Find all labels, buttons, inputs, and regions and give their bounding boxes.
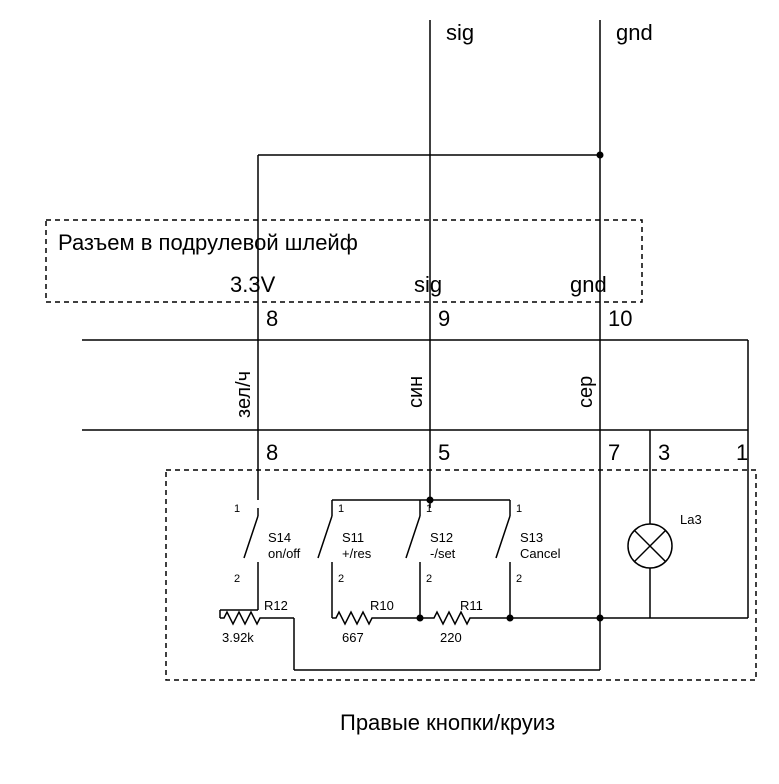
schematic-diagram: sig gnd Разъем в подрулевой шлейф 3.3V s… [10,10,779,774]
s11-t2: 2 [338,573,344,585]
s11-label: +/res [342,546,372,561]
s11-t1: 1 [338,503,344,515]
s13-t1: 1 [516,503,522,515]
resistor-r12: R12 3.92k [220,598,294,670]
switch-s11: 1 2 S11 +/res [318,503,372,585]
switch-s12: 1 2 S12 -/set [406,503,456,585]
label-33v: 3.3V [230,272,276,297]
pin-8-top: 8 [266,306,278,331]
wirecolor-1: зел/ч [233,371,255,418]
botpin-1: 1 [736,440,748,465]
s12-t1: 1 [426,503,432,515]
lamp-la3: La3 [628,510,702,618]
s14-t2: 2 [234,573,240,585]
wirecolor-3: сер [575,376,597,408]
r11-ref: R11 [460,598,483,613]
s14-label: on/off [268,546,301,561]
connector-title: Разъем в подрулевой шлейф [58,230,358,255]
botpin-3: 3 [658,440,670,465]
r10-val: 667 [342,630,364,645]
s11-ref: S11 [342,530,364,545]
r10-ref: R10 [370,598,394,613]
switch-s14: 1 2 S14 on/off [234,503,301,585]
button-box [166,470,756,680]
resistor-r11: R11 220 [420,598,514,645]
pin-9: 9 [438,306,450,331]
label-sig-mid: sig [414,272,442,297]
bottom-title: Правые кнопки/круиз [340,710,555,735]
pin-10: 10 [608,306,632,331]
s12-label: -/set [430,546,456,561]
s13-t2: 2 [516,573,522,585]
r11-val: 220 [440,630,462,645]
botpin-8: 8 [266,440,278,465]
resistor-r10: R10 667 [332,598,424,645]
la3-ref: La3 [680,512,702,527]
botpin-7: 7 [608,440,620,465]
r12-ref: R12 [264,598,288,613]
label-sig-top: sig [446,20,474,45]
wirecolor-2: син [405,376,427,408]
label-gnd-top: gnd [616,20,653,45]
junction-gnd-top [597,152,604,159]
s13-label: Cancel [520,546,561,561]
r12-val: 3.92k [222,630,254,645]
switch-s13: 1 2 S13 Cancel [496,503,561,585]
s14-ref: S14 [268,530,291,545]
s12-t2: 2 [426,573,432,585]
s14-t1: 1 [234,503,240,515]
botpin-5: 5 [438,440,450,465]
s13-ref: S13 [520,530,543,545]
label-gnd-mid: gnd [570,272,607,297]
s12-ref: S12 [430,530,453,545]
